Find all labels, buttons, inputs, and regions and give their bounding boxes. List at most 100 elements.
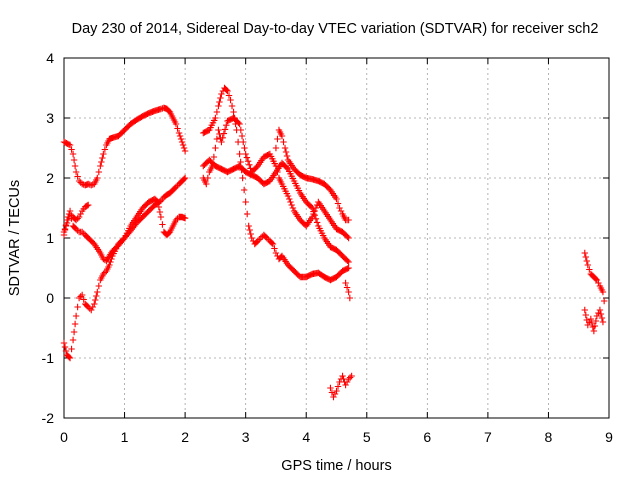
data-point [180,144,188,152]
data-point [587,315,595,323]
data-point [241,144,248,152]
data-point [283,164,291,171]
data-point [235,119,242,126]
data-point [61,225,69,233]
data-point [78,228,86,236]
data-point [210,153,218,161]
data-point [89,303,96,311]
data-point [72,216,80,224]
data-point [69,150,77,158]
data-point [343,378,351,386]
data-point [100,150,107,158]
data-point [174,125,181,132]
data-point [242,150,249,158]
data-point [339,372,346,380]
data-point [69,336,77,344]
data-point [280,138,287,146]
data-point [172,120,180,128]
data-point [584,321,592,329]
data-point [61,343,69,351]
data-point [333,387,340,395]
data-point [181,174,189,182]
data-point [97,162,104,170]
data-point [63,219,71,227]
data-point [95,168,103,176]
data-point [88,306,95,314]
data-point [215,102,222,110]
x-tick-label: 8 [545,429,553,445]
data-point [70,156,78,164]
series-4 [200,84,352,284]
data-point [236,150,243,158]
grid [64,58,609,418]
y-tick-label: 4 [46,50,54,66]
data-point [599,318,607,326]
data-point [243,210,251,218]
x-tick-label: 4 [302,429,310,445]
data-point [60,339,68,347]
data-point [62,222,70,230]
data-point [256,236,263,243]
data-point [101,146,109,153]
data-point [88,182,95,189]
data-point [245,222,252,230]
data-point [588,319,596,327]
data-point [203,180,210,188]
x-tick-label: 1 [121,429,129,445]
data-point [75,213,83,221]
data-point [215,126,222,134]
data-point [311,212,318,219]
y-tick-label: 0 [46,290,54,306]
data-point [582,253,589,261]
data-point [243,154,251,161]
data-point [225,92,233,99]
y-tick-label: -2 [42,410,55,426]
data-point [583,257,590,265]
data-point [246,161,253,168]
data-point [218,90,225,98]
data-point [586,266,593,273]
series-7 [272,126,352,224]
data-point [271,245,278,252]
data-point [242,198,249,206]
y-tick-label: 1 [46,230,54,246]
data-point [254,237,261,245]
y-tick-label: 3 [46,110,54,126]
data-point [281,144,289,152]
data-point [237,126,245,134]
series-8 [327,372,355,401]
data-point [310,208,317,215]
data-point [92,296,99,304]
data-point [584,261,592,269]
data-point [336,204,343,212]
data-point [159,221,166,228]
data-point [591,322,599,330]
data-point [344,257,351,264]
data-point [60,228,68,236]
data-point [217,94,224,102]
data-point [312,215,320,222]
data-point [257,234,265,242]
data-point [272,249,280,257]
series-3 [60,201,92,236]
data-point [66,354,74,362]
data-marks [60,84,608,401]
data-point [62,347,70,355]
data-point [247,230,254,238]
data-point [223,122,230,129]
data-point [313,219,321,226]
y-tick-label: 2 [46,170,54,186]
data-point [278,132,286,140]
data-point [95,282,103,290]
data-point [345,264,352,272]
data-point [172,183,180,191]
x-tick-label: 9 [605,429,613,445]
data-point [224,87,231,95]
data-point [307,203,315,210]
data-point [80,296,87,303]
series-2 [60,195,189,362]
data-point [581,306,588,314]
data-point [337,207,345,215]
data-point [212,114,219,122]
data-point [240,186,248,194]
